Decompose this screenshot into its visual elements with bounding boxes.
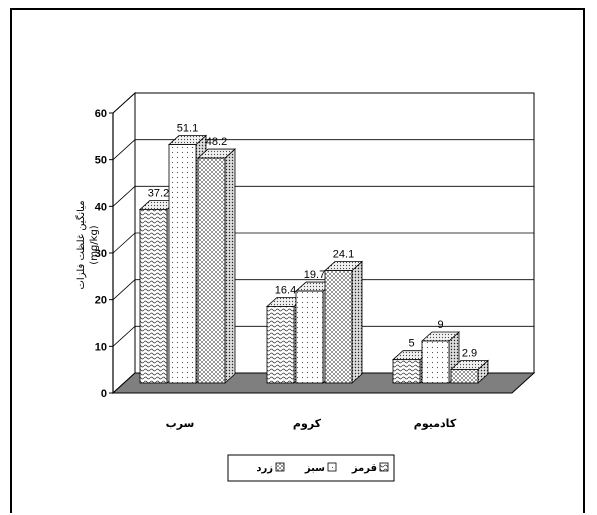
legend-swatch bbox=[275, 462, 285, 472]
bar-front bbox=[139, 208, 168, 384]
bar-front bbox=[324, 270, 353, 384]
bars: 37.2 51.1 48.2 16.4 19.7 24.1 5 9 2.9 bbox=[138, 123, 490, 384]
gridline bbox=[112, 325, 534, 347]
y-tick-label: 20 bbox=[95, 295, 107, 307]
bar-front bbox=[197, 157, 226, 384]
y-tick-label: 0 bbox=[101, 388, 107, 400]
y-tick-label: 30 bbox=[95, 248, 107, 260]
bar-front bbox=[450, 369, 479, 384]
legend-swatch bbox=[379, 462, 389, 472]
y-axis-label: میانگین غلظت فلزات bbox=[75, 200, 87, 289]
category-label: سرب bbox=[166, 417, 195, 430]
data-label: 19.7 bbox=[304, 269, 325, 281]
legend-label: سبز bbox=[304, 463, 325, 474]
gridline bbox=[112, 232, 534, 254]
data-label: 9 bbox=[437, 319, 443, 331]
data-label: 16.4 bbox=[275, 284, 296, 296]
bar-side bbox=[224, 148, 236, 384]
bar-front bbox=[392, 359, 421, 384]
legend-swatch bbox=[327, 462, 337, 472]
data-label: 51.1 bbox=[177, 123, 198, 135]
y-axis-unit: (mg/kg) bbox=[89, 225, 100, 264]
bar-front bbox=[266, 306, 295, 384]
bar: 24.1 bbox=[323, 249, 364, 384]
y-tick-label: 50 bbox=[95, 155, 107, 167]
category-label: کروم bbox=[293, 417, 322, 430]
category-labels: سرب کروم کادمیوم bbox=[166, 417, 457, 430]
gridline bbox=[112, 185, 534, 207]
data-label: 5 bbox=[408, 338, 414, 350]
bar: 48.2 bbox=[196, 136, 237, 384]
legend-box bbox=[227, 454, 395, 482]
data-label: 2.9 bbox=[462, 347, 477, 359]
data-label: 24.1 bbox=[333, 249, 354, 261]
bar-front bbox=[295, 290, 324, 384]
y-tick-label: 10 bbox=[95, 341, 107, 353]
legend-label: قرمز bbox=[351, 463, 377, 474]
data-label: 37.2 bbox=[148, 187, 169, 199]
bar-side bbox=[351, 260, 363, 384]
gridline bbox=[112, 139, 534, 160]
legend: قرمز سبز زرد bbox=[227, 454, 395, 482]
bar-front bbox=[421, 340, 450, 384]
y-axis: 0 10 20 30 40 50 60 bbox=[95, 108, 114, 400]
y-tick-label: 60 bbox=[95, 108, 107, 120]
category-label: کادمیوم bbox=[414, 417, 457, 430]
gridline bbox=[112, 279, 534, 300]
data-label: 48.2 bbox=[206, 136, 227, 148]
bar: 2.9 bbox=[449, 347, 490, 384]
y-tick-label: 40 bbox=[95, 201, 107, 213]
gridline bbox=[112, 92, 534, 114]
y-axis-title: میانگین غلظت فلزات (mg/kg) bbox=[75, 200, 100, 289]
legend-label: زرد bbox=[256, 463, 273, 474]
bar-front bbox=[168, 144, 197, 384]
